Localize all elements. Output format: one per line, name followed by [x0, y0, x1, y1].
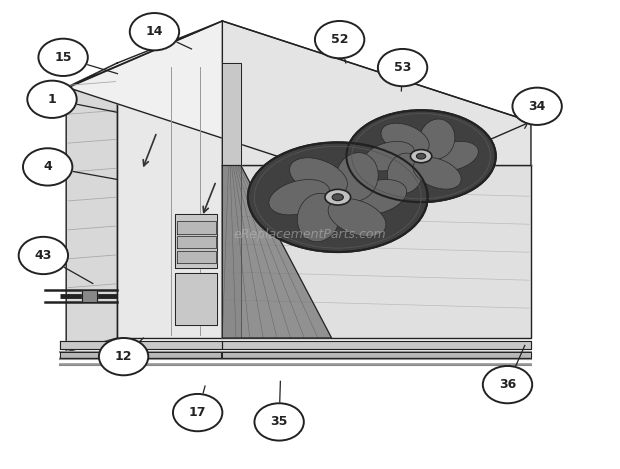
Text: 14: 14	[146, 25, 163, 38]
Ellipse shape	[336, 153, 378, 201]
Polygon shape	[117, 63, 223, 338]
Text: 35: 35	[270, 416, 288, 428]
Circle shape	[130, 13, 179, 50]
Ellipse shape	[364, 141, 414, 171]
Ellipse shape	[413, 157, 461, 189]
Ellipse shape	[417, 153, 426, 159]
Ellipse shape	[419, 119, 455, 159]
Ellipse shape	[290, 158, 347, 196]
Circle shape	[513, 88, 562, 125]
Text: 4: 4	[43, 160, 52, 174]
Ellipse shape	[298, 193, 340, 242]
Ellipse shape	[325, 189, 351, 205]
Ellipse shape	[428, 141, 479, 171]
Circle shape	[23, 148, 73, 186]
Circle shape	[38, 38, 88, 76]
Circle shape	[27, 81, 77, 118]
Text: 15: 15	[55, 51, 72, 64]
Ellipse shape	[248, 143, 428, 252]
Ellipse shape	[346, 180, 407, 215]
Ellipse shape	[388, 153, 423, 193]
Polygon shape	[223, 21, 531, 166]
Polygon shape	[60, 341, 223, 349]
Polygon shape	[223, 63, 241, 338]
Ellipse shape	[328, 198, 386, 236]
Text: 52: 52	[331, 33, 348, 46]
Text: 12: 12	[115, 350, 132, 363]
Text: eReplacementParts.com: eReplacementParts.com	[234, 228, 386, 241]
Circle shape	[315, 21, 365, 58]
Polygon shape	[177, 236, 216, 249]
Text: 36: 36	[499, 378, 516, 391]
Polygon shape	[223, 341, 531, 349]
Circle shape	[254, 403, 304, 440]
Ellipse shape	[347, 110, 496, 202]
Ellipse shape	[381, 123, 429, 155]
Polygon shape	[60, 352, 221, 358]
Text: 1: 1	[48, 93, 56, 106]
Text: 43: 43	[35, 249, 52, 262]
Ellipse shape	[269, 180, 330, 215]
Polygon shape	[82, 289, 97, 302]
Polygon shape	[223, 166, 332, 338]
Polygon shape	[68, 21, 531, 189]
Text: 34: 34	[528, 100, 546, 113]
Circle shape	[378, 49, 427, 86]
Polygon shape	[66, 63, 117, 352]
Polygon shape	[177, 221, 216, 234]
Polygon shape	[175, 273, 218, 325]
Circle shape	[483, 366, 532, 403]
Circle shape	[99, 338, 148, 375]
Circle shape	[173, 394, 223, 431]
Polygon shape	[223, 352, 531, 358]
Text: 17: 17	[189, 406, 206, 419]
Ellipse shape	[332, 194, 343, 201]
Ellipse shape	[410, 150, 432, 163]
Circle shape	[19, 237, 68, 274]
Polygon shape	[66, 21, 223, 88]
Polygon shape	[175, 213, 218, 268]
Polygon shape	[177, 251, 216, 264]
Text: 53: 53	[394, 61, 411, 74]
Polygon shape	[223, 166, 531, 338]
